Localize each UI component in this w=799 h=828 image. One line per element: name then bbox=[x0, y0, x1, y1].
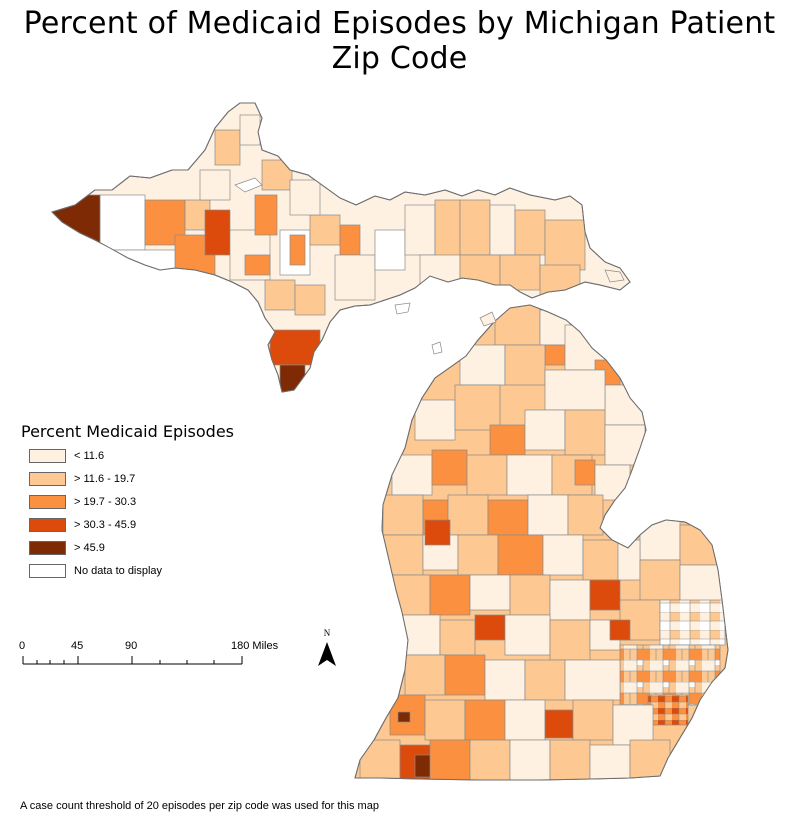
legend-item-5: > 45.9 bbox=[21, 541, 234, 564]
legend-title: Percent Medicaid Episodes bbox=[21, 422, 234, 441]
lower-peninsula bbox=[354, 304, 729, 781]
islands bbox=[234, 177, 625, 355]
legend-label: > 19.7 - 30.3 bbox=[74, 496, 137, 508]
legend-item-3: > 19.7 - 30.3 bbox=[21, 495, 234, 518]
legend-label: > 30.3 - 45.9 bbox=[74, 519, 137, 531]
north-label: N bbox=[324, 628, 331, 638]
legend: Percent Medicaid Episodes < 11.6 > 11.6 … bbox=[21, 422, 234, 587]
north-arrow-icon: N bbox=[318, 628, 336, 666]
scale-bar bbox=[22, 656, 243, 665]
upper-peninsula bbox=[51, 102, 631, 393]
map-title: Percent of Medicaid Episodes by Michigan… bbox=[23, 6, 776, 76]
legend-swatch bbox=[29, 495, 66, 509]
legend-label: > 11.6 - 19.7 bbox=[74, 473, 136, 485]
legend-item-2: > 11.6 - 19.7 bbox=[21, 472, 234, 495]
scale-label-180-miles: 180 Miles bbox=[231, 640, 279, 652]
legend-item-6: No data to display bbox=[21, 564, 234, 587]
legend-swatch bbox=[29, 518, 66, 532]
scale-label-0: 0 bbox=[19, 640, 26, 652]
legend-label: < 11.6 bbox=[74, 450, 105, 462]
legend-label: > 45.9 bbox=[74, 542, 105, 554]
legend-swatch bbox=[29, 449, 66, 463]
legend-swatch bbox=[29, 472, 66, 486]
legend-swatch bbox=[29, 541, 66, 555]
legend-item-1: < 11.6 bbox=[21, 449, 234, 472]
legend-label: No data to display bbox=[74, 565, 163, 577]
footnote: A case count threshold of 20 episodes pe… bbox=[20, 800, 379, 812]
legend-swatch bbox=[29, 564, 66, 578]
scale-label-45: 45 bbox=[71, 640, 84, 652]
scale-label-90: 90 bbox=[125, 640, 138, 652]
legend-item-4: > 30.3 - 45.9 bbox=[21, 518, 234, 541]
